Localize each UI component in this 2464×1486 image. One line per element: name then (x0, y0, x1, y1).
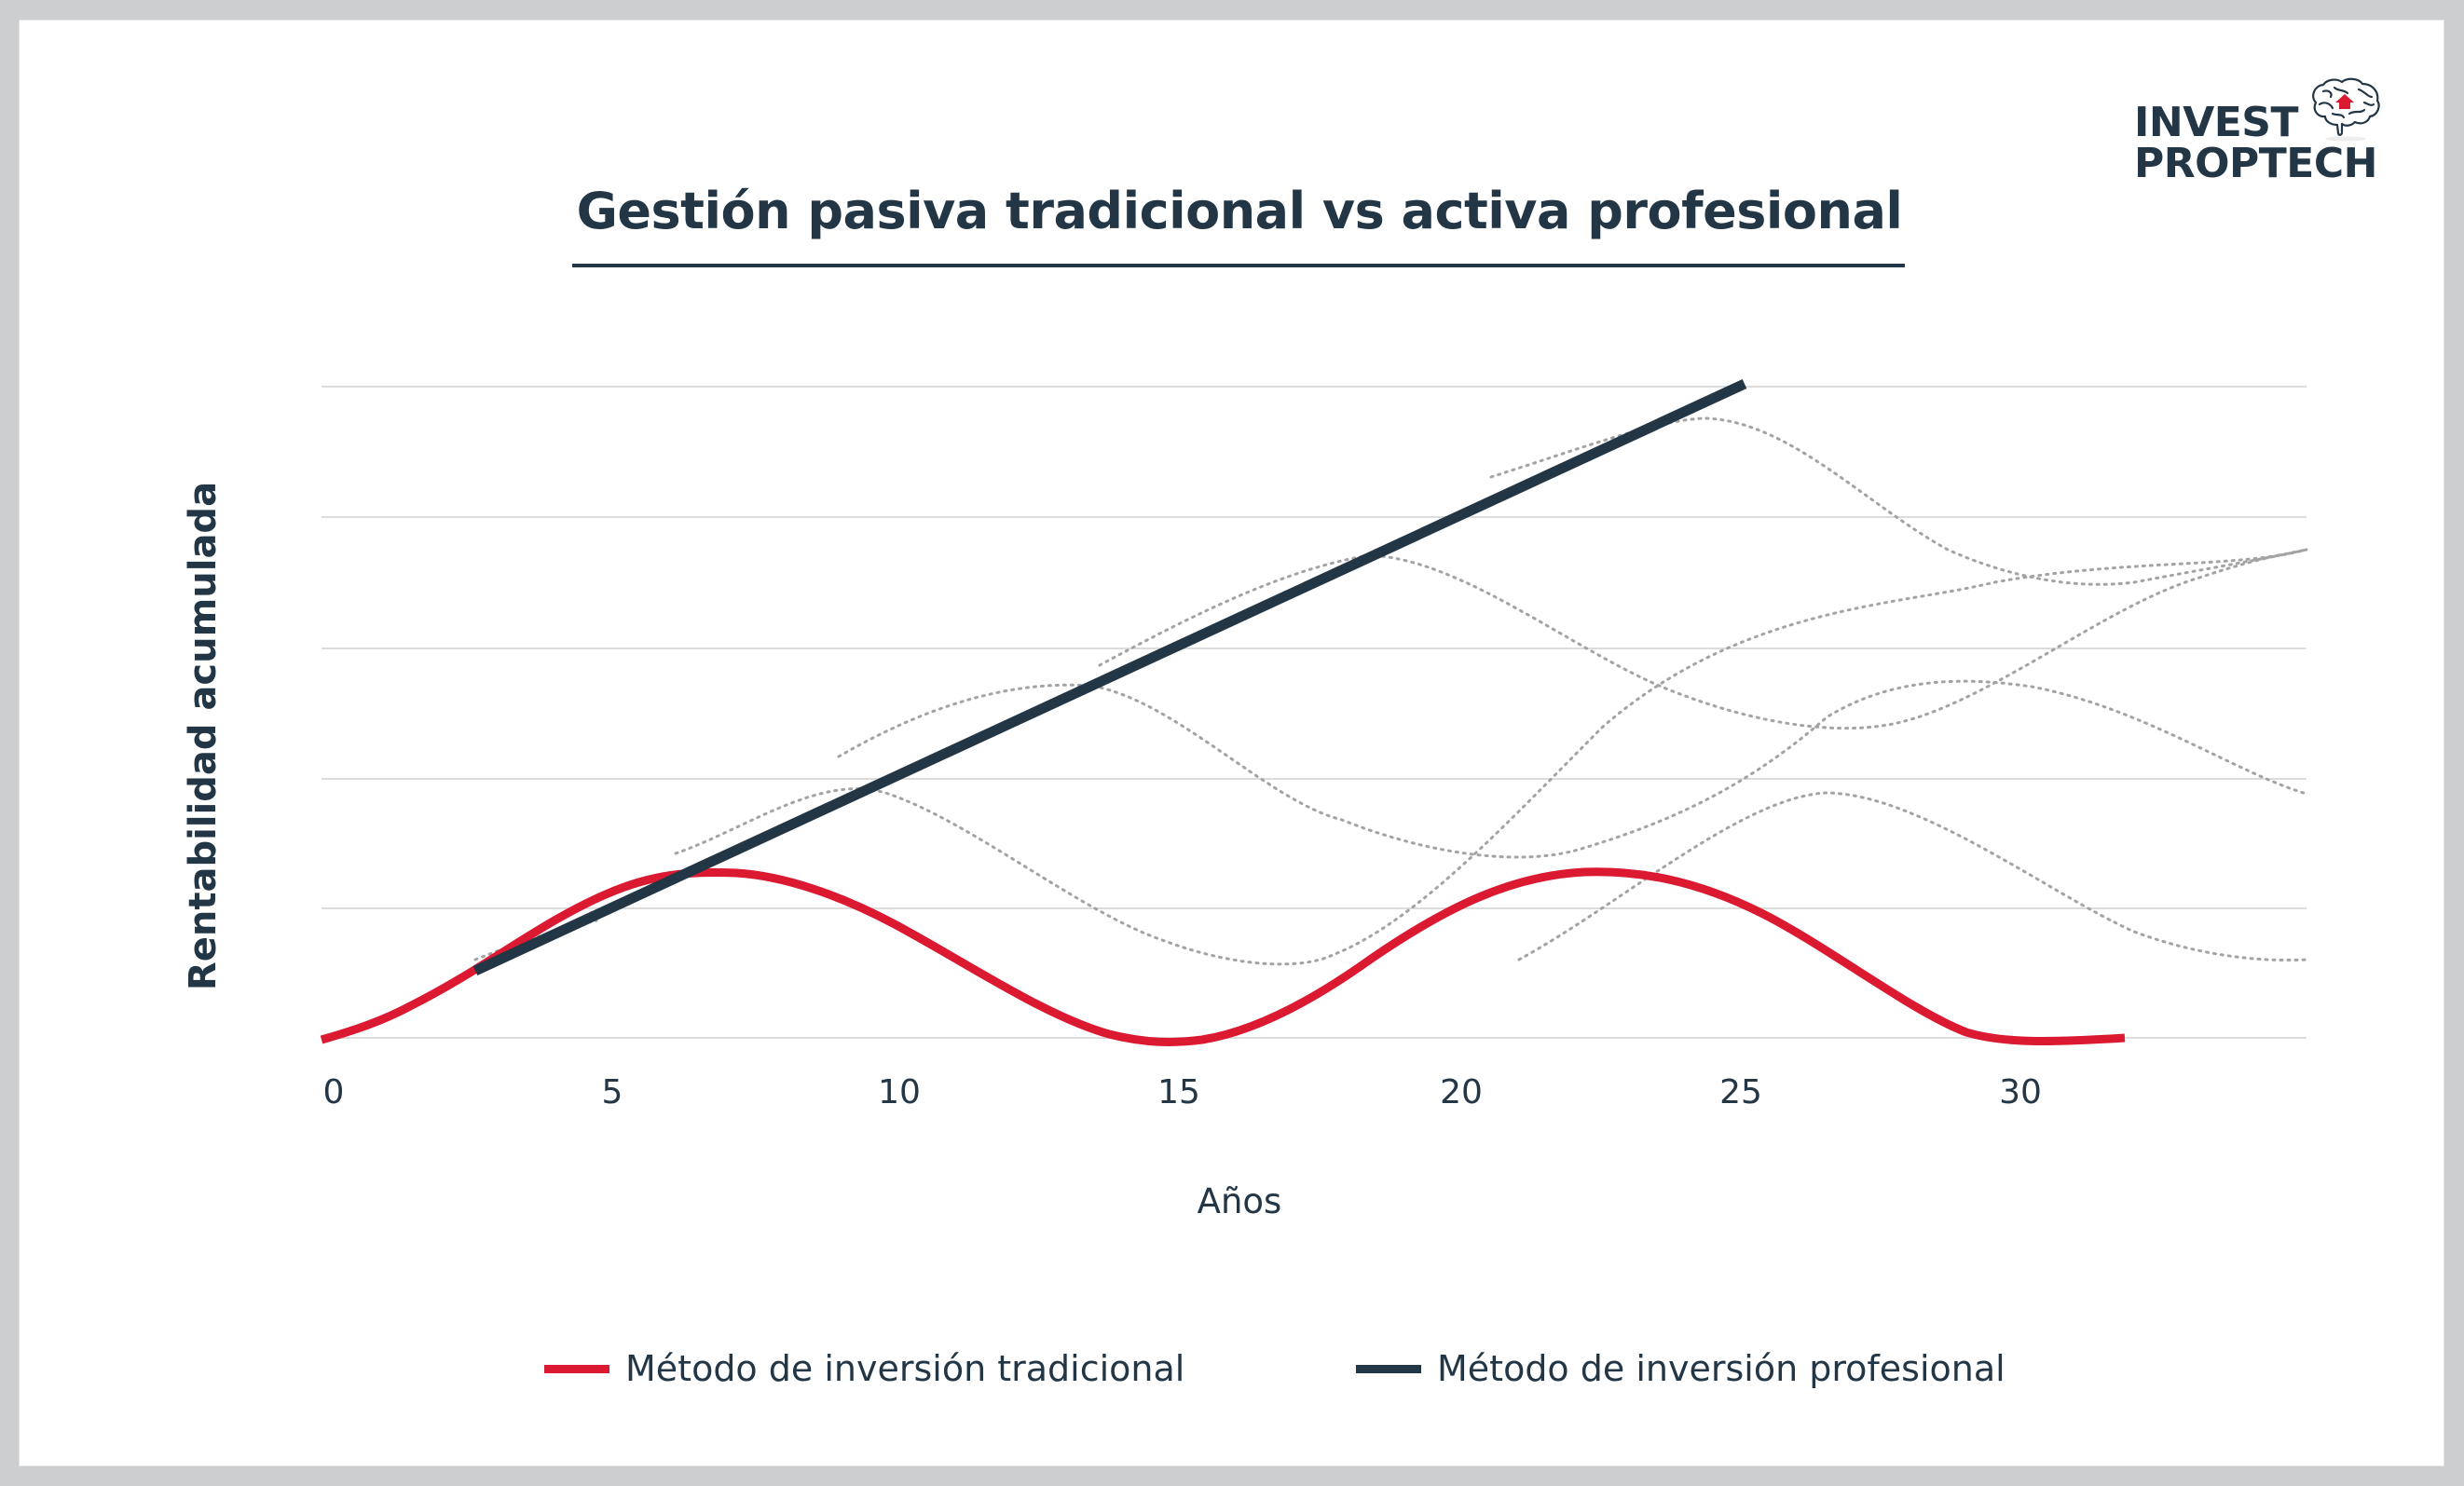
x-axis-label: Años (1197, 1181, 1282, 1221)
brand-logo: INVEST PROPTECH (2134, 76, 2414, 188)
x-tick-label: 5 (601, 1073, 623, 1111)
guide-curve (1489, 416, 2308, 586)
legend-swatch-navy (1356, 1364, 1421, 1373)
x-tick-label: 0 (322, 1073, 345, 1111)
legend-item-traditional: Método de inversión tradicional (544, 1345, 1184, 1392)
x-tick-label: 10 (878, 1073, 921, 1111)
x-tick-label: 20 (1440, 1073, 1483, 1111)
brand-wordmark: INVEST PROPTECH (2134, 102, 2377, 184)
guide-curve (837, 679, 2308, 859)
chart-title: Gestión pasiva tradicional vs activa pro… (576, 182, 1903, 240)
x-tick-label: 15 (1157, 1073, 1200, 1111)
x-tick-label: 25 (1719, 1073, 1762, 1111)
guide-curve (1517, 791, 2308, 962)
legend-label: Método de inversión tradicional (625, 1348, 1185, 1389)
brand-line-2: PROPTECH (2134, 140, 2377, 187)
dotted-guide-curves (473, 416, 2308, 966)
series-professional-line (472, 379, 1747, 975)
brain-with-house-arrow-icon (2312, 77, 2380, 142)
chart-card (19, 20, 2444, 1466)
legend-item-professional: Método de inversión profesional (1356, 1345, 2005, 1392)
title-underline (572, 264, 1905, 267)
x-tick-label: 30 (1999, 1073, 2042, 1111)
gridlines (322, 386, 2307, 1039)
brand-line-1: INVEST (2134, 99, 2299, 146)
guide-curve (674, 548, 2308, 966)
legend-swatch-red (544, 1364, 609, 1373)
guide-curve (1098, 548, 2308, 730)
legend-label: Método de inversión profesional (1437, 1348, 2005, 1389)
series-traditional-line (320, 867, 2126, 1046)
